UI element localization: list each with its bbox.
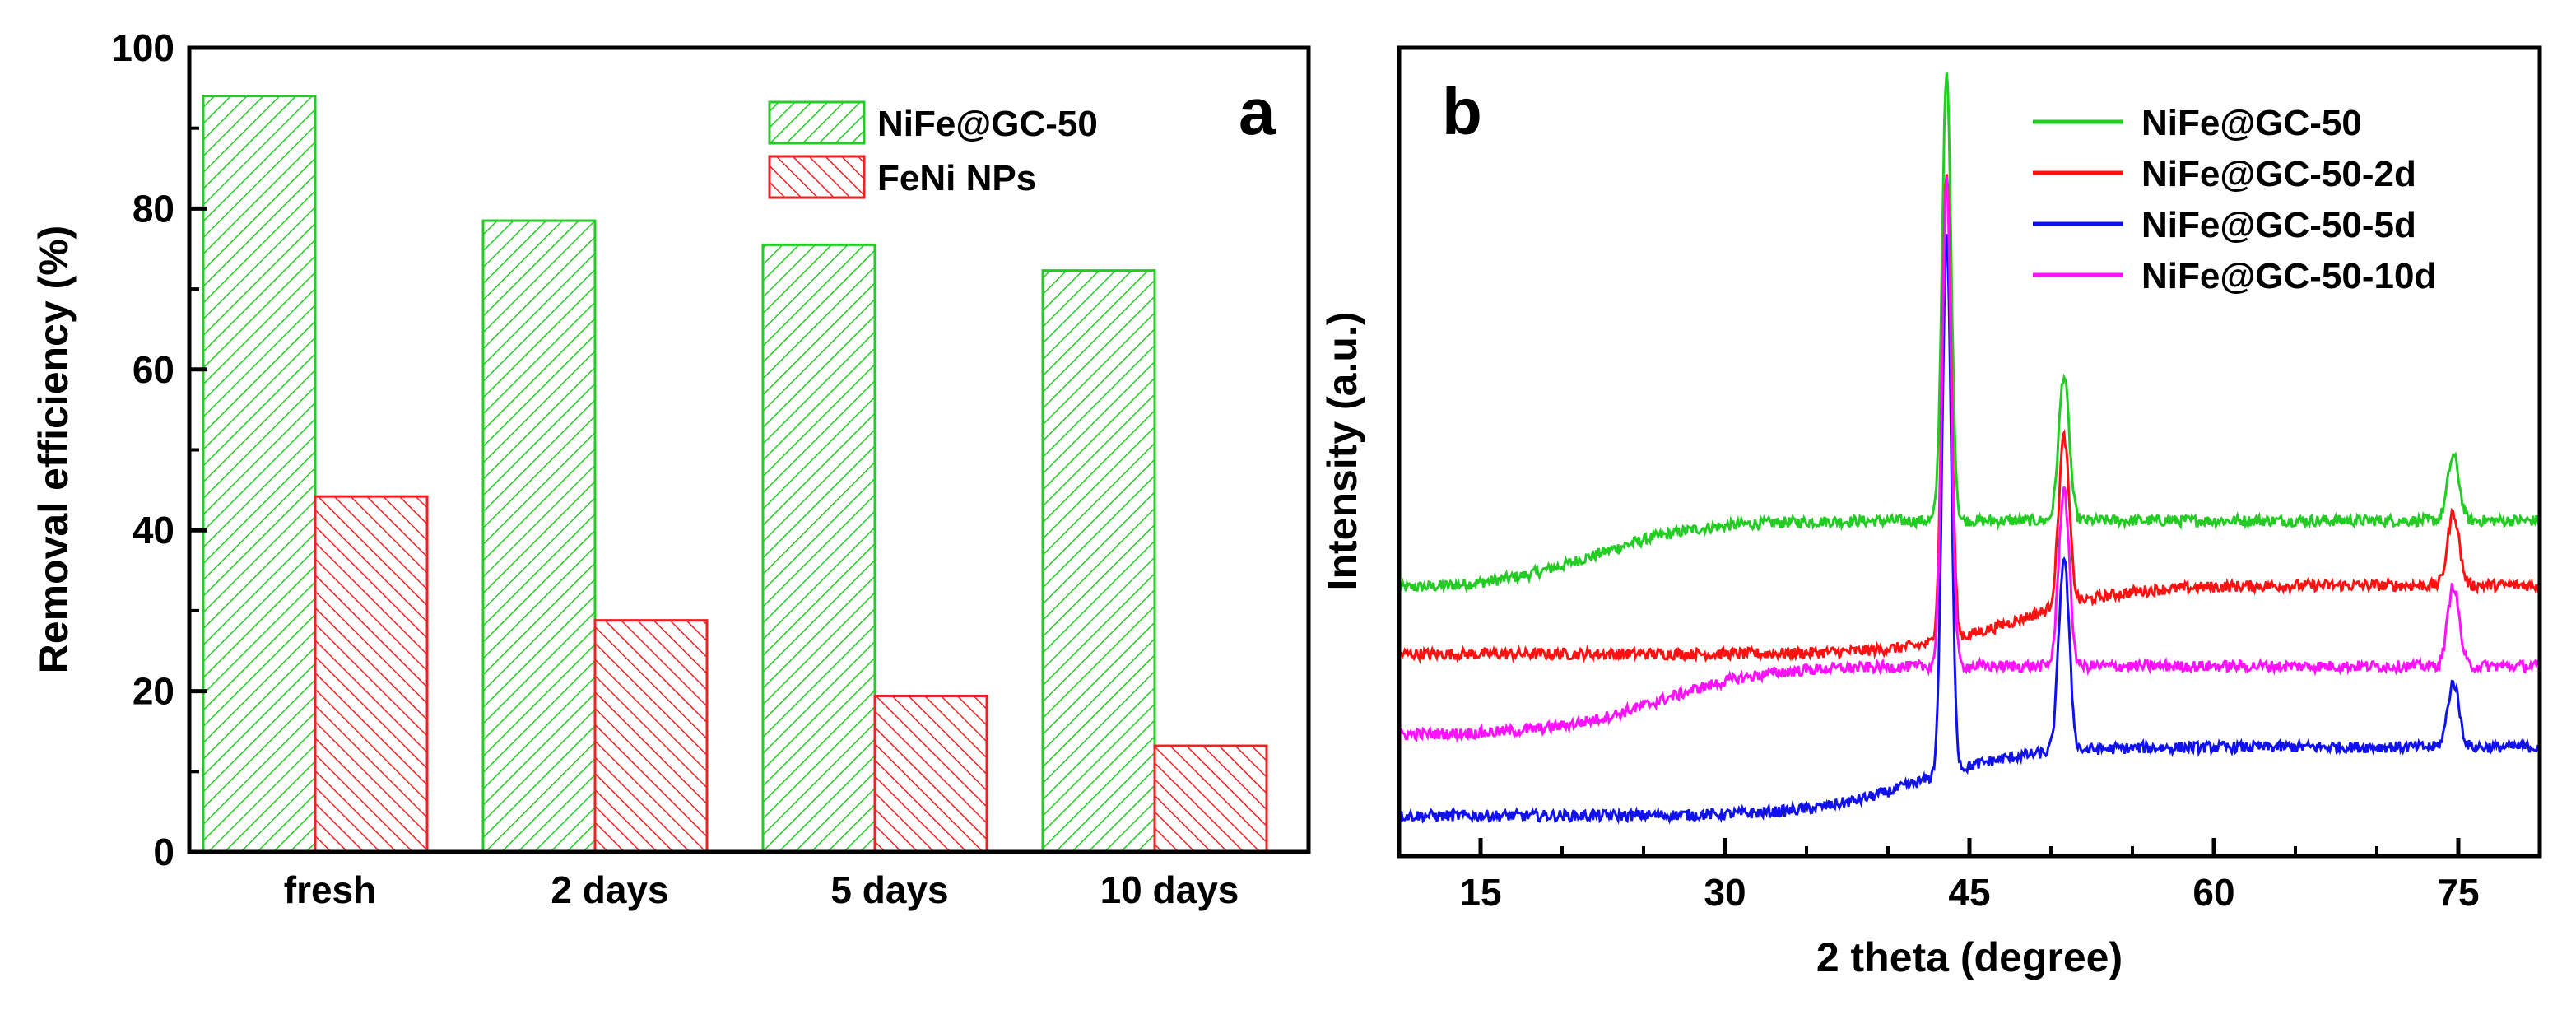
- a-y-tick-label-3: 60: [133, 348, 174, 391]
- a-bar-1-3: [1153, 744, 1268, 854]
- a-bar-1-2: [873, 694, 988, 854]
- b-x-axis-title: 2 theta (degree): [1816, 934, 2123, 980]
- b-line-1: [1397, 174, 2541, 665]
- a-bars: [202, 95, 1268, 854]
- b-y-axis-title: Intensity (a.u.): [1319, 312, 1365, 591]
- a-bar-0-0: [202, 95, 317, 854]
- a-y-tick-label-0: 0: [153, 831, 174, 873]
- b-x-tick-label-3: 60: [2192, 871, 2234, 914]
- b-line-0: [1397, 72, 2541, 594]
- a-legend: NiFe@GC-50 FeNi NPs: [768, 100, 1098, 199]
- a-panel-label: a: [1239, 75, 1276, 148]
- panel-b: 15 30 45 60 75 2 theta (degree) Intensity (a…: [1319, 45, 2542, 980]
- b-x-tick-label-4: 75: [2437, 871, 2479, 914]
- a-legend-swatch-red: [768, 155, 866, 199]
- b-x-tick-label-1: 30: [1704, 871, 1746, 914]
- a-y-axis-title: Removal efficiency (%): [30, 226, 77, 674]
- a-x-tick-labels: fresh 2 days 5 days 10 days: [284, 868, 1239, 911]
- a-y-tick-label-4: 80: [133, 187, 174, 230]
- a-x-tick-label-3: 10 days: [1100, 868, 1239, 911]
- b-legend-label-1: NiFe@GC-50-2d: [2141, 154, 2416, 194]
- a-y-tick-label-1: 20: [133, 670, 174, 713]
- a-legend-label-0: NiFe@GC-50: [877, 104, 1098, 144]
- a-y-ticks: 0 20 40 60 80 100: [111, 26, 207, 873]
- a-bar-0-3: [1041, 269, 1156, 854]
- b-x-tick-label-2: 45: [1948, 871, 1990, 914]
- b-panel-label: b: [1442, 75, 1482, 148]
- b-line-3: [1397, 176, 2541, 744]
- b-x-tick-label-0: 15: [1459, 871, 1501, 914]
- a-x-tick-label-2: 5 days: [830, 868, 948, 911]
- b-legend: NiFe@GC-50 NiFe@GC-50-2d NiFe@GC-50-5d NiFe…: [2033, 103, 2436, 296]
- b-legend-label-0: NiFe@GC-50: [2141, 103, 2362, 143]
- a-x-tick-label-0: fresh: [284, 868, 376, 911]
- a-bar-1-0: [314, 495, 429, 854]
- b-lines: [1397, 72, 2541, 825]
- b-line-2: [1397, 234, 2541, 825]
- b-legend-label-2: NiFe@GC-50-5d: [2141, 205, 2416, 245]
- a-legend-swatch-green: [768, 100, 866, 145]
- panel-a: 0 20 40 60 80 100 fresh 2 days 5 days 10 days Re…: [30, 26, 1311, 911]
- a-bar-0-2: [761, 243, 876, 854]
- a-y-tick-label-5: 100: [111, 26, 174, 69]
- a-bar-1-1: [593, 619, 709, 854]
- a-legend-label-1: FeNi NPs: [877, 158, 1036, 198]
- b-legend-label-3: NiFe@GC-50-10d: [2141, 256, 2436, 296]
- a-bar-0-1: [481, 219, 597, 854]
- a-y-tick-label-2: 40: [133, 509, 174, 552]
- a-x-tick-label-1: 2 days: [551, 868, 668, 911]
- b-x-ticks: 15 30 45 60 75: [1397, 838, 2541, 914]
